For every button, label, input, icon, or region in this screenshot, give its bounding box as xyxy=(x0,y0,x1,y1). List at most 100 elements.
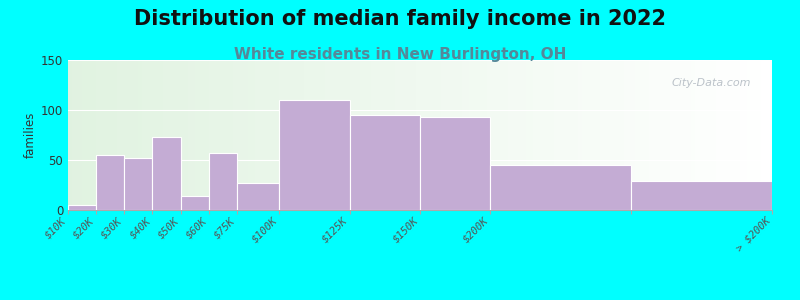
Bar xyxy=(118,60,121,210)
Bar xyxy=(646,60,649,210)
Bar xyxy=(445,60,448,210)
Bar xyxy=(518,60,522,210)
Bar xyxy=(737,60,740,210)
Bar xyxy=(684,60,687,210)
Bar xyxy=(332,60,335,210)
Bar xyxy=(237,60,241,210)
Bar xyxy=(170,60,174,210)
Bar xyxy=(543,60,546,210)
Bar xyxy=(286,60,290,210)
Bar xyxy=(241,60,244,210)
Text: White residents in New Burlington, OH: White residents in New Burlington, OH xyxy=(234,46,566,62)
Bar xyxy=(131,60,135,210)
Bar xyxy=(395,60,399,210)
Bar xyxy=(142,60,146,210)
Bar xyxy=(100,60,103,210)
Bar xyxy=(206,60,209,210)
Bar xyxy=(476,60,480,210)
Bar xyxy=(121,60,124,210)
Bar xyxy=(202,60,206,210)
Bar xyxy=(311,60,314,210)
Bar xyxy=(744,60,747,210)
Bar xyxy=(68,60,71,210)
Bar xyxy=(93,60,96,210)
Bar xyxy=(726,60,730,210)
Bar xyxy=(251,60,254,210)
Bar xyxy=(71,60,75,210)
Bar xyxy=(754,60,758,210)
Bar xyxy=(413,60,417,210)
Bar xyxy=(234,60,237,210)
Bar xyxy=(586,60,589,210)
Bar xyxy=(294,60,297,210)
Bar xyxy=(606,60,610,210)
Bar xyxy=(631,60,634,210)
Bar xyxy=(153,137,181,210)
Bar xyxy=(276,60,279,210)
Bar xyxy=(382,60,385,210)
Bar xyxy=(106,60,110,210)
Bar xyxy=(262,60,265,210)
Bar xyxy=(342,60,346,210)
Bar xyxy=(483,60,487,210)
Bar xyxy=(146,60,149,210)
Bar xyxy=(490,60,494,210)
Bar xyxy=(540,60,543,210)
Bar xyxy=(508,60,511,210)
Bar xyxy=(610,60,614,210)
Bar xyxy=(466,60,470,210)
Bar xyxy=(681,60,684,210)
Bar xyxy=(159,60,163,210)
Bar xyxy=(642,60,646,210)
Bar xyxy=(458,60,462,210)
Bar xyxy=(666,60,670,210)
Bar xyxy=(631,181,772,210)
Bar xyxy=(734,60,737,210)
Bar xyxy=(86,60,89,210)
Bar xyxy=(501,60,505,210)
Bar xyxy=(300,60,304,210)
Bar xyxy=(511,60,515,210)
Bar xyxy=(82,60,86,210)
Bar xyxy=(747,60,751,210)
Bar xyxy=(762,60,765,210)
Bar xyxy=(677,60,681,210)
Text: City-Data.com: City-Data.com xyxy=(671,78,751,88)
Bar xyxy=(78,60,82,210)
Bar xyxy=(269,60,272,210)
Bar xyxy=(452,60,455,210)
Bar xyxy=(181,196,209,210)
Bar xyxy=(89,60,93,210)
Bar xyxy=(378,60,382,210)
Bar xyxy=(103,60,106,210)
Bar xyxy=(114,60,118,210)
Bar xyxy=(370,60,374,210)
Bar xyxy=(265,60,269,210)
Bar xyxy=(564,60,568,210)
Bar xyxy=(230,60,234,210)
Bar xyxy=(417,60,420,210)
Bar xyxy=(769,60,772,210)
Bar xyxy=(505,60,508,210)
Bar xyxy=(329,60,332,210)
Bar xyxy=(448,60,452,210)
Bar xyxy=(209,153,237,210)
Bar xyxy=(427,60,430,210)
Bar xyxy=(272,60,276,210)
Bar xyxy=(480,60,483,210)
Bar xyxy=(212,60,216,210)
Bar xyxy=(670,60,674,210)
Bar xyxy=(473,60,476,210)
Bar xyxy=(153,60,156,210)
Bar xyxy=(751,60,754,210)
Bar xyxy=(638,60,642,210)
Bar xyxy=(434,60,438,210)
Bar xyxy=(522,60,526,210)
Bar xyxy=(423,60,427,210)
Bar xyxy=(470,60,473,210)
Bar xyxy=(498,60,501,210)
Bar xyxy=(575,60,578,210)
Bar xyxy=(254,60,258,210)
Bar xyxy=(568,60,571,210)
Bar xyxy=(399,60,402,210)
